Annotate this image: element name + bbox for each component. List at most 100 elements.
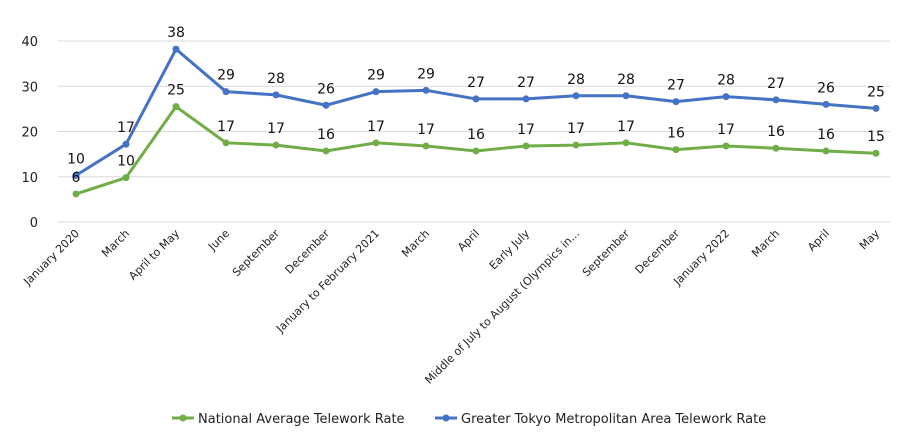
legend-marker	[442, 414, 450, 422]
data-point	[772, 144, 780, 152]
data-label: 10	[67, 151, 85, 167]
data-label: 38	[167, 25, 185, 41]
data-point	[322, 147, 330, 155]
x-tick-label: May	[857, 227, 883, 253]
data-label: 17	[217, 119, 235, 135]
data-point	[272, 91, 280, 99]
x-tick-label: December	[633, 227, 683, 277]
data-point	[722, 142, 730, 150]
data-point	[422, 142, 430, 150]
legend-marker	[179, 414, 187, 422]
data-label: 17	[267, 121, 285, 137]
data-label: 16	[817, 127, 835, 143]
data-label: 17	[367, 119, 385, 135]
x-tick-label: September	[230, 227, 283, 280]
data-point	[122, 140, 130, 148]
x-tick-label: September	[580, 227, 633, 280]
data-point	[822, 147, 830, 155]
data-label: 16	[317, 127, 335, 143]
data-point	[372, 139, 380, 147]
data-point	[672, 98, 680, 106]
data-label: 29	[217, 68, 235, 84]
data-label: 27	[667, 78, 685, 94]
data-point	[522, 142, 530, 150]
y-tick-label: 30	[21, 80, 38, 95]
data-label: 29	[367, 68, 385, 84]
data-point	[872, 149, 880, 157]
data-point	[272, 141, 280, 149]
data-label: 16	[467, 127, 485, 143]
data-point	[672, 146, 680, 154]
data-point	[772, 96, 780, 104]
data-label: 25	[167, 83, 185, 99]
data-point	[872, 104, 880, 112]
data-label: 28	[717, 73, 735, 89]
x-tick-label: March	[99, 227, 132, 260]
data-label: 27	[767, 76, 785, 92]
data-point	[222, 139, 230, 147]
data-point	[622, 139, 630, 147]
data-label: 16	[767, 124, 785, 140]
x-tick-label: April	[805, 227, 832, 254]
x-tick-label: December	[283, 227, 333, 277]
y-tick-label: 20	[21, 126, 38, 141]
data-point	[172, 45, 180, 53]
data-label: 28	[267, 71, 285, 87]
series-line	[75, 47, 877, 177]
y-axis-ticks: 0 10 20 30 40	[21, 35, 38, 231]
data-label: 17	[567, 121, 585, 137]
legend-label: Greater Tokyo Metropolitan Area Telework…	[461, 412, 766, 427]
data-point	[722, 93, 730, 101]
data-point	[572, 92, 580, 100]
data-label: 17	[117, 120, 135, 136]
data-point	[172, 103, 180, 111]
x-tick-label: June	[205, 227, 232, 254]
legend-item: National Average Telework Rate	[172, 412, 405, 427]
gridlines	[58, 40, 890, 223]
data-point	[72, 190, 80, 198]
y-tick-label: 40	[21, 35, 38, 50]
data-point	[822, 100, 830, 108]
data-label: 15	[867, 129, 885, 145]
data-label: 10	[117, 154, 135, 170]
data-point	[322, 101, 330, 109]
data-label: 26	[817, 80, 835, 96]
data-label: 26	[317, 81, 335, 97]
data-label: 17	[517, 122, 535, 138]
data-label: 28	[617, 72, 635, 88]
data-label: 29	[417, 66, 435, 82]
data-point	[222, 88, 230, 96]
data-point	[472, 147, 480, 155]
data-label: 17	[417, 122, 435, 138]
x-tick-label: April	[455, 227, 482, 254]
x-tick-label: March	[399, 227, 432, 260]
data-label: 27	[517, 75, 535, 91]
data-point	[122, 174, 130, 182]
data-point	[372, 88, 380, 96]
data-point	[422, 86, 430, 94]
legend-label: National Average Telework Rate	[198, 412, 405, 427]
x-tick-label: March	[749, 227, 782, 260]
x-tick-label: January 2020	[20, 227, 82, 289]
data-point	[72, 171, 80, 179]
x-tick-label: April to May	[126, 227, 182, 283]
data-point	[472, 95, 480, 103]
data-labels: 6 10 25 17 17 16 17 17 16 17 17 17 16 17 16 16 15 10 17 38 2…	[67, 25, 885, 186]
legend: National Average Telework Rate Greater To…	[172, 412, 766, 427]
series-lines	[72, 45, 880, 198]
data-label: 27	[467, 75, 485, 91]
y-tick-label: 0	[30, 216, 38, 231]
data-label: 17	[717, 122, 735, 138]
data-label: 28	[567, 72, 585, 88]
y-tick-label: 10	[21, 171, 38, 186]
data-label: 17	[617, 119, 635, 135]
x-tick-label: Early July	[487, 227, 533, 273]
data-point	[572, 141, 580, 149]
data-point	[522, 95, 530, 103]
data-label: 6	[72, 170, 81, 186]
data-label: 25	[867, 84, 885, 100]
x-tick-label: January to February 2021	[273, 227, 382, 336]
